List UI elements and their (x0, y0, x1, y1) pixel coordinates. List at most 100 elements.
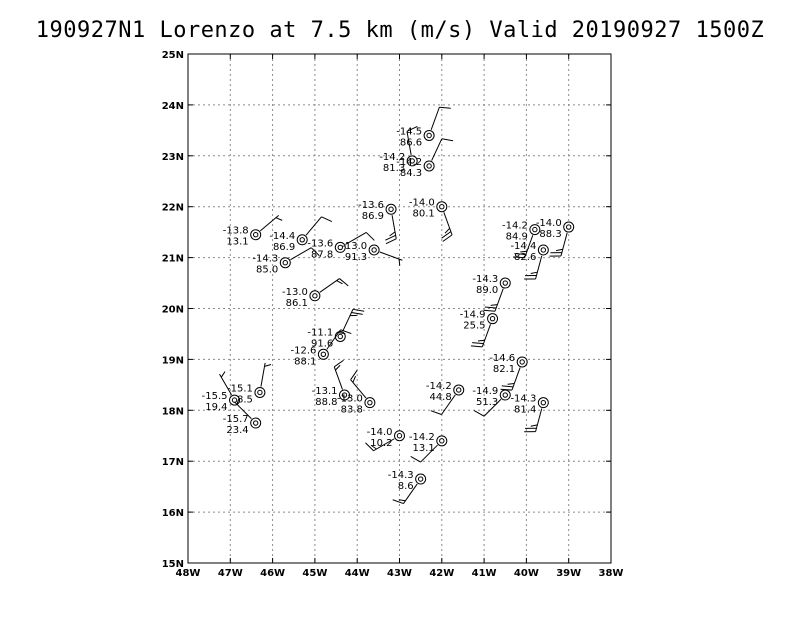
barb-feather-full (483, 309, 496, 312)
barb-feather-full (441, 138, 454, 142)
wind-barb (392, 483, 418, 505)
barb-staff (481, 324, 491, 348)
temperature-label: -14.3 (510, 394, 536, 405)
value-label: 80.1 (413, 209, 435, 220)
barb-staff (342, 309, 354, 332)
station-marker-inner (566, 224, 572, 230)
barb-feather-half (352, 375, 357, 383)
station-marker-outer (529, 224, 541, 236)
x-tick-label: 41W (472, 568, 497, 579)
station-marker-outer (423, 160, 435, 172)
observation-27: -14.010.2 (365, 427, 405, 452)
value-label: 51.3 (476, 397, 498, 408)
wind-barb (500, 367, 521, 391)
station-marker-inner (299, 237, 305, 243)
barb-staff (219, 373, 232, 396)
observation-11: -11.191.6 (307, 308, 365, 349)
wind-barb (524, 408, 543, 433)
station-marker-inner (367, 399, 373, 406)
station-marker-inner (532, 226, 538, 233)
value-label: 81.3 (383, 163, 405, 174)
observation-21: -14.682.1 (489, 353, 528, 391)
temperature-label: -14.3 (388, 470, 414, 481)
observation-7: -13.687.8 (307, 231, 375, 260)
barb-staff (494, 288, 504, 312)
station-marker-outer (334, 241, 346, 253)
observation-23: -14.389.0 (472, 274, 511, 312)
station-marker-outer (436, 201, 448, 213)
barb-feather-full (321, 216, 333, 223)
temperature-label: -14.9 (472, 386, 498, 397)
station-marker-inner (439, 438, 445, 444)
observation-2: -14.284.3 (396, 138, 454, 179)
barb-feather-half (530, 271, 538, 275)
barb-feather-half (220, 371, 226, 378)
barb-feather-half (389, 231, 396, 237)
wind-barb (305, 216, 333, 236)
temperature-label: -14.0 (367, 427, 393, 438)
value-label: 83.8 (341, 405, 363, 416)
barb-feather-half (556, 248, 563, 252)
barb-feather-full (406, 126, 418, 132)
x-tick-label: 40W (514, 568, 539, 579)
temperature-label: -14.6 (489, 353, 515, 364)
barb-feather-full (340, 329, 352, 335)
station-marker-outer (385, 203, 397, 215)
barb-feather-full (392, 499, 404, 505)
barb-feather-full (365, 442, 374, 452)
wind-barb (333, 359, 344, 390)
value-label: 19.4 (205, 402, 227, 413)
value-label: 88.8 (315, 397, 337, 408)
barb-staff (391, 215, 397, 239)
value-label: 91.6 (311, 338, 333, 349)
station-marker-inner (426, 132, 432, 139)
y-tick-label: 19N (162, 355, 184, 366)
barb-feather-half (477, 339, 485, 342)
station-marker-outer (296, 234, 308, 246)
wind-barb (219, 371, 232, 396)
station-marker-outer (563, 221, 575, 233)
value-label: 89.0 (476, 285, 498, 296)
observation-10: -13.086.1 (282, 278, 349, 309)
station-marker-inner (312, 293, 318, 299)
barb-feather-half (370, 444, 377, 450)
station-marker-inner (337, 333, 343, 340)
temperature-label: -13.6 (358, 200, 384, 211)
temperature-label: -14.5 (396, 126, 422, 137)
wind-barb (483, 288, 504, 312)
barb-feather-full (501, 385, 514, 388)
station-marker-inner (502, 280, 508, 286)
value-label: 86.9 (362, 211, 384, 222)
barb-feather-half (520, 250, 528, 253)
station-marker-inner (396, 433, 403, 439)
station-marker-outer (309, 290, 321, 302)
wind-barb (473, 398, 502, 417)
station-marker-outer (499, 277, 511, 289)
barb-feather-full (473, 410, 485, 417)
value-label: 88.1 (294, 356, 316, 367)
temperature-label: -15.5 (202, 391, 228, 402)
barb-staff (290, 247, 312, 261)
observation-24: -14.482.6 (510, 241, 549, 280)
barb-feather-full (410, 455, 421, 463)
observation-15: -15.723.4 (223, 397, 262, 436)
observation-17: -13.083.8 (337, 370, 376, 416)
observation-4: -13.686.9 (358, 200, 397, 245)
station-marker-outer (250, 229, 262, 241)
value-label: 13.1 (413, 443, 435, 454)
barb-feather-full (351, 311, 363, 315)
station-marker-outer (537, 397, 549, 409)
value-label: 44.8 (429, 392, 451, 403)
wind-barb (379, 251, 403, 266)
value-label: 10.2 (370, 438, 392, 449)
barb-staff (406, 131, 412, 156)
barb-feather-full (365, 232, 375, 241)
barb-feather-full (350, 370, 358, 380)
value-label: 86.9 (273, 242, 295, 253)
barb-feather-half (398, 258, 401, 266)
value-label: 87.8 (311, 249, 333, 260)
wind-barb (431, 138, 454, 161)
wind-barb (549, 232, 568, 257)
station-marker-outer (436, 435, 448, 447)
